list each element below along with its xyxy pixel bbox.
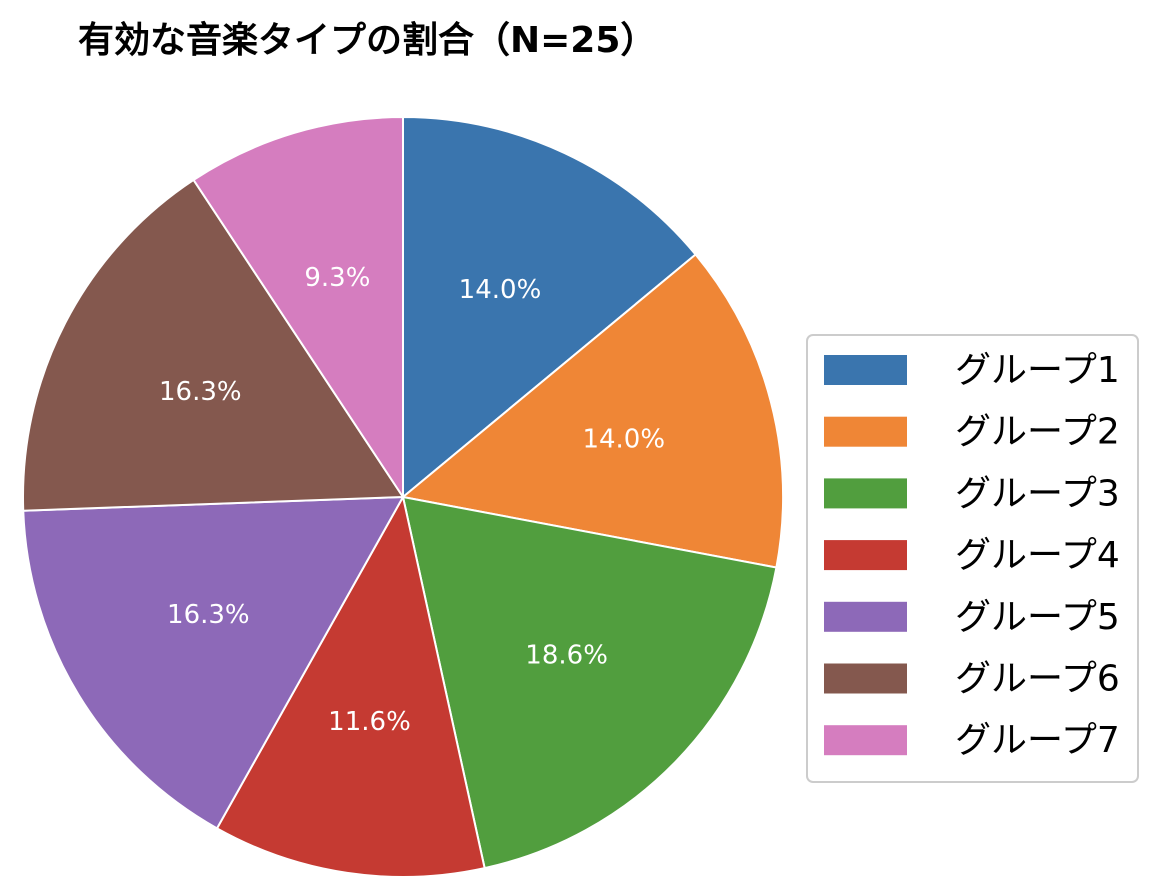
legend-swatch <box>824 355 907 385</box>
slice-label: 14.0% <box>582 425 665 455</box>
pie-slice <box>22 495 405 830</box>
pie-slice <box>402 115 697 500</box>
legend-swatch <box>824 416 907 447</box>
slice-label: 18.6% <box>525 640 608 670</box>
legend-label: グループ4 <box>955 535 1120 576</box>
legend-swatch <box>824 478 907 509</box>
legend-label: グループ1 <box>955 350 1120 391</box>
legend-swatch <box>824 663 907 694</box>
legend-swatch <box>824 601 907 632</box>
legend-label: グループ6 <box>955 659 1120 700</box>
slice-label: 14.0% <box>459 275 542 305</box>
legend-label: グループ7 <box>955 720 1120 761</box>
legend-label: グループ3 <box>955 473 1120 514</box>
pie-slice <box>192 115 404 501</box>
legend-label: グループ2 <box>955 412 1120 453</box>
pie-slice <box>400 253 784 569</box>
pie-slice <box>215 494 486 878</box>
chart-title: 有効な音楽タイプの割合（N=25） <box>78 20 656 61</box>
pie-slice <box>22 178 405 512</box>
legend-swatch <box>824 725 907 756</box>
legend-swatch <box>824 540 907 571</box>
legend-label: グループ5 <box>955 597 1120 638</box>
slice-label: 16.3% <box>159 377 242 407</box>
pie-slice <box>401 495 778 870</box>
slice-label: 11.6% <box>328 707 411 737</box>
slice-label: 9.3% <box>304 263 370 293</box>
slice-label: 16.3% <box>167 600 250 630</box>
